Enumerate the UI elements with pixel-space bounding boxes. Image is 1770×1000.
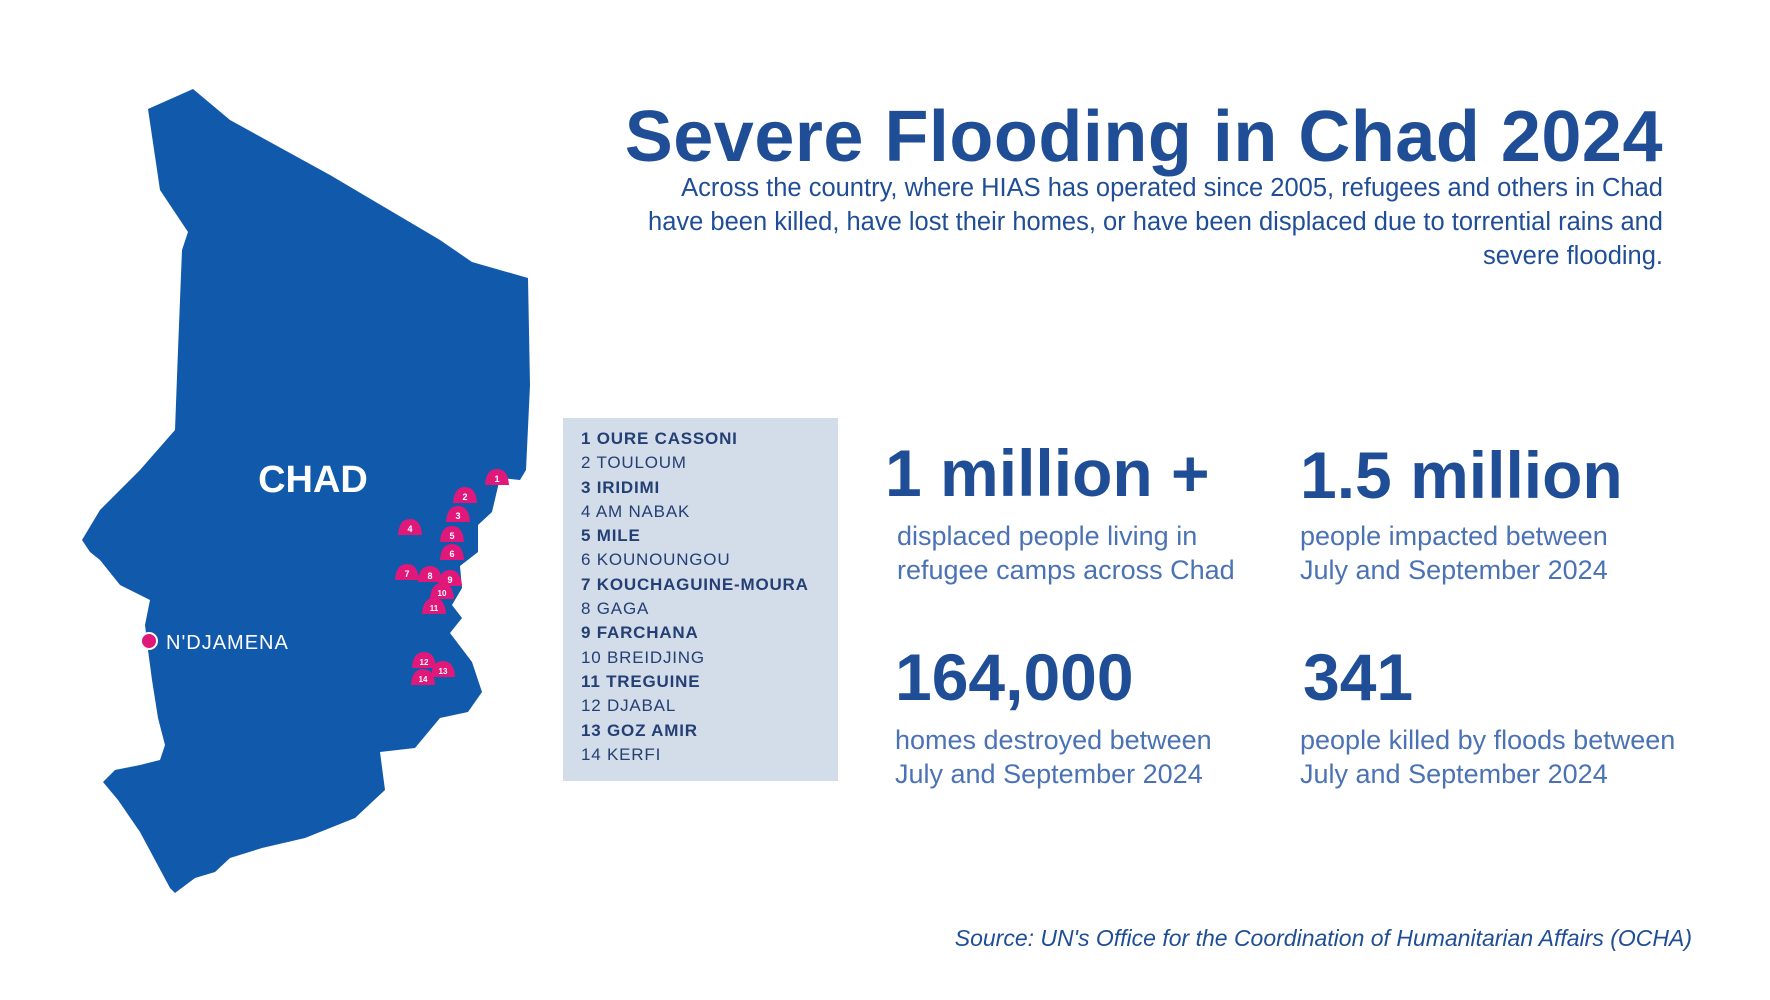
camp-marker-shape <box>395 564 419 580</box>
camp-marker-shape <box>453 487 477 503</box>
country-label: CHAD <box>258 459 368 501</box>
camp-list-item: 7 KOUCHAGUINE-MOURA <box>581 574 809 594</box>
source-note: Source: UN's Office for the Coordination… <box>954 925 1692 951</box>
camp-marker-number: 2 <box>462 492 467 502</box>
stat-label-line: refugee camps across Chad <box>897 555 1235 585</box>
stat-label: homes destroyed between July and Septemb… <box>895 723 1315 791</box>
camp-marker-shape <box>440 544 464 560</box>
stat-killed: 341 people killed by floods between July… <box>1300 640 1723 791</box>
page-subtitle: Across the country, where HIAS has opera… <box>648 174 1663 270</box>
stat-displaced: 1 million + displaced people living in r… <box>885 440 1305 587</box>
camp-marker-shape <box>446 506 470 522</box>
camp-marker-shape <box>412 652 436 668</box>
camp-marker-shape <box>430 583 454 599</box>
camp-marker-shape <box>398 519 422 535</box>
camp-marker-number: 14 <box>419 675 428 684</box>
camp-list-item: 14 KERFI <box>581 744 662 764</box>
camp-marker: 5 <box>440 526 464 542</box>
stat-label: people killed by floods between July and… <box>1300 723 1723 791</box>
capital-marker <box>140 632 158 650</box>
stat-label-line: people killed by floods between <box>1300 725 1676 755</box>
camp-marker-shape <box>440 526 464 542</box>
camp-list-item: 8 GAGA <box>581 599 650 619</box>
camp-marker-number: 13 <box>439 667 448 676</box>
camp-marker-number: 9 <box>447 575 452 585</box>
stat-value: 164,000 <box>895 640 1134 714</box>
camp-marker-number: 10 <box>438 589 447 598</box>
camp-marker: 7 <box>395 564 419 580</box>
camp-marker-number: 12 <box>420 658 429 667</box>
camp-list-item: 9 FARCHANA <box>581 623 699 643</box>
camp-marker-number: 7 <box>404 569 409 579</box>
camp-list-item: 4 AM NABAK <box>581 501 691 521</box>
camp-marker-number: 1 <box>494 474 499 484</box>
camp-marker-shape <box>485 469 509 485</box>
camp-marker: 12 <box>412 652 436 668</box>
stat-label-line: July and September 2024 <box>1300 759 1608 789</box>
stat-label: people impacted between July and Septemb… <box>1300 519 1720 587</box>
camp-marker-number: 11 <box>430 604 439 613</box>
camp-marker-number: 4 <box>407 524 412 534</box>
camp-list-item: 3 IRIDIMI <box>581 477 660 497</box>
camp-marker: 1 <box>485 469 509 485</box>
stat-label-line: displaced people living in <box>897 521 1198 551</box>
stat-value: 1.5 million <box>1300 438 1623 512</box>
camp-marker-number: 3 <box>455 511 460 521</box>
camp-list-item: 6 KOUNOUNGOU <box>581 550 731 570</box>
camp-marker: 11 <box>422 598 446 614</box>
stat-label: displaced people living in refugee camps… <box>897 519 1305 587</box>
camp-marker: 10 <box>430 583 454 599</box>
camp-marker-number: 8 <box>427 571 432 581</box>
camp-marker: 3 <box>446 506 470 522</box>
camp-marker: 13 <box>431 661 455 677</box>
camp-marker-shape <box>411 669 435 685</box>
camp-list-item: 5 MILE <box>581 526 641 546</box>
camp-list-item: 13 GOZ AMIR <box>581 720 698 740</box>
camp-marker: 8 <box>418 566 442 582</box>
camp-list-item: 11 TREGUINE <box>581 671 701 691</box>
camp-list-item: 12 DJABAL <box>581 696 677 716</box>
camp-marker: 2 <box>453 487 477 503</box>
stat-homes: 164,000 homes destroyed between July and… <box>895 644 1315 791</box>
camp-marker-shape <box>431 661 455 677</box>
stat-label-line: people impacted between <box>1300 521 1608 551</box>
camp-list-item: 10 BREIDJING <box>581 647 705 667</box>
stat-value: 341 <box>1303 640 1414 714</box>
camp-marker: 9 <box>438 570 462 586</box>
chad-country-shape <box>82 89 530 893</box>
stat-label-line: homes destroyed between <box>895 725 1212 755</box>
camp-list-item: 1 OURE CASSONI <box>581 429 738 448</box>
camp-marker-shape <box>422 598 446 614</box>
stat-label-line: July and September 2024 <box>895 759 1203 789</box>
camp-marker-shape <box>418 566 442 582</box>
camp-marker: 4 <box>398 519 422 535</box>
capital-label: N'DJAMENA <box>166 632 289 654</box>
camp-list: 1 OURE CASSONI 2 TOULOUM 3 IRIDIMI 4 AM NAB… <box>581 427 838 767</box>
stat-impacted: 1.5 million people impacted between July… <box>1300 442 1720 587</box>
camp-marker-number: 5 <box>449 531 454 541</box>
camp-marker-number: 6 <box>449 549 454 559</box>
page-title: Severe Flooding in Chad 2024 <box>624 97 1663 177</box>
camp-marker: 6 <box>440 544 464 560</box>
camp-marker-shape <box>438 570 462 586</box>
camp-marker: 14 <box>411 669 435 685</box>
stat-label-line: July and September 2024 <box>1300 555 1608 585</box>
camp-list-panel: 1 OURE CASSONI 2 TOULOUM 3 IRIDIMI 4 AM NAB… <box>563 418 838 781</box>
camp-list-item: 2 TOULOUM <box>581 453 687 473</box>
stat-value: 1 million + <box>885 436 1210 510</box>
